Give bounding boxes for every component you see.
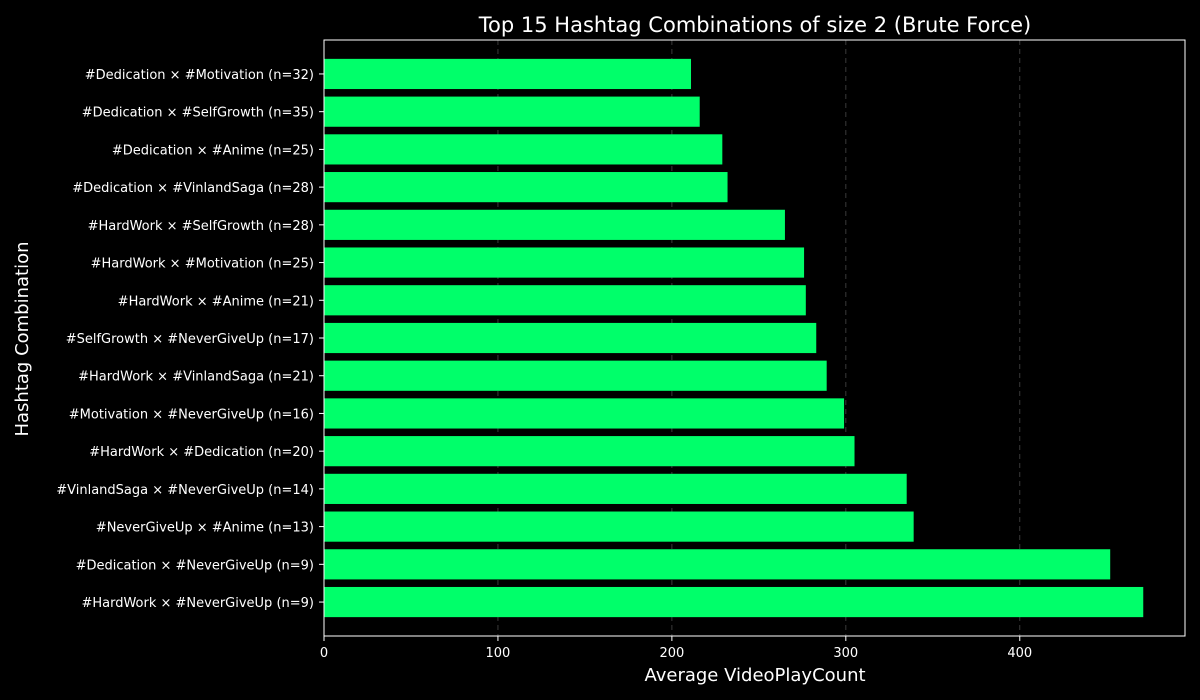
x-axis-label: Average VideoPlayCount [644,665,865,686]
bar [324,436,855,467]
bar [324,322,817,354]
y-tick-label: #Dedication × #VinlandSaga (n=28) [72,181,314,196]
y-tick-label: #HardWork × #Anime (n=21) [118,294,314,309]
y-tick-label: #HardWork × #SelfGrowth (n=28) [88,219,314,234]
y-tick-label: #Dedication × #NeverGiveUp (n=9) [76,558,314,573]
y-tick-label: #Dedication × #Anime (n=25) [112,143,314,158]
y-axis-ticks: #HardWork × #NeverGiveUp (n=9) #Dedicatio… [56,68,324,611]
y-tick-label: #SelfGrowth × #NeverGiveUp (n=17) [66,332,314,347]
x-tick-label: 100 [486,646,511,661]
bar [324,134,723,165]
bar [324,398,845,429]
x-tick-label: 200 [659,646,684,661]
y-tick-label: #Dedication × #Motivation (n=32) [85,68,314,83]
y-tick-label: #HardWork × #VinlandSaga (n=21) [78,370,314,385]
bar [324,285,806,316]
x-axis-ticks: 0 100 200 300 400 [320,636,1032,661]
bar [324,549,1111,580]
y-tick-label: #Motivation × #NeverGiveUp (n=16) [69,407,314,422]
bar [324,473,907,504]
bar [324,96,700,127]
y-axis-label: Hashtag Combination [12,241,33,436]
y-tick-label: #HardWork × #Dedication (n=20) [89,445,314,460]
x-tick-label: 400 [1007,646,1032,661]
bar [324,360,827,391]
y-tick-label: #VinlandSaga × #NeverGiveUp (n=14) [56,483,314,498]
bar [324,586,1144,618]
y-tick-label: #HardWork × #Motivation (n=25) [91,257,314,272]
bar [324,58,692,90]
x-tick-label: 0 [320,646,328,661]
bars [324,58,1144,618]
bar [324,209,785,240]
y-tick-label: #NeverGiveUp × #Anime (n=13) [96,521,314,536]
chart-title: Top 15 Hashtag Combinations of size 2 (B… [478,13,1031,37]
y-tick-label: #HardWork × #NeverGiveUp (n=9) [81,596,314,611]
x-tick-label: 300 [833,646,858,661]
y-tick-label: #Dedication × #SelfGrowth (n=35) [82,106,314,121]
bar [324,511,914,542]
bar [324,172,728,203]
bar [324,247,805,278]
